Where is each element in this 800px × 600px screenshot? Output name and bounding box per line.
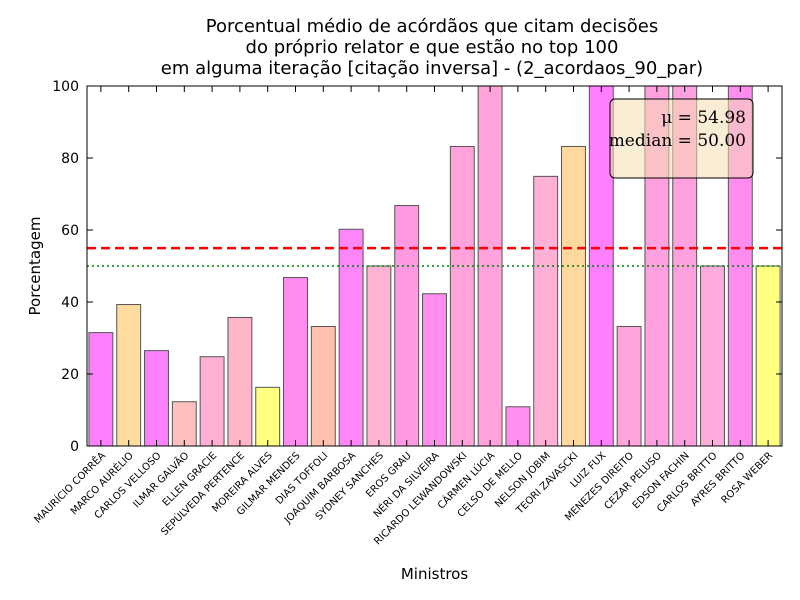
bar [366,265,392,447]
y-axis-label: Porcentagem [26,217,44,316]
bar [171,401,197,447]
y-tick-label: 100 [52,79,79,95]
bar [616,325,642,447]
bar [422,293,447,447]
y-axis: 0 20 40 60 80 100 [52,79,782,455]
bar [88,332,114,447]
legend-mean-text: μ = 54.98 [661,108,746,128]
bar [227,316,253,447]
legend-median-text: median = 50.00 [609,131,746,151]
legend-box [609,98,754,179]
bar [394,205,420,447]
bar [449,145,475,447]
stats-legend: μ = 54.98 median = 50.00 [609,98,754,179]
bar [338,228,364,447]
bar [533,175,559,447]
bar [561,145,586,447]
title-line: do próprio relator e que estão no top 10… [246,37,619,58]
bar [255,386,281,447]
reference-lines [87,246,782,267]
chart-title: Porcentual médio de acórdãos que citam d… [161,16,703,79]
bar [755,265,781,447]
title-line: Porcentual médio de acórdãos que citam d… [206,16,659,37]
bars-group [88,85,781,447]
bar [700,265,725,447]
y-tick-label: 40 [61,295,79,311]
bar [199,356,225,447]
bar [310,325,336,447]
bar [144,350,169,447]
bar [116,304,142,447]
x-tick-label: ROSA WEBER [720,450,776,506]
x-axis-label: Ministros [401,565,468,583]
title-line: em alguma iteração [citação inversa] - (… [161,58,703,79]
bar [283,277,308,447]
y-tick-label: 60 [61,223,79,239]
y-tick-label: 20 [61,367,79,383]
y-tick-label: 0 [70,439,79,455]
y-tick-label: 80 [61,151,79,167]
